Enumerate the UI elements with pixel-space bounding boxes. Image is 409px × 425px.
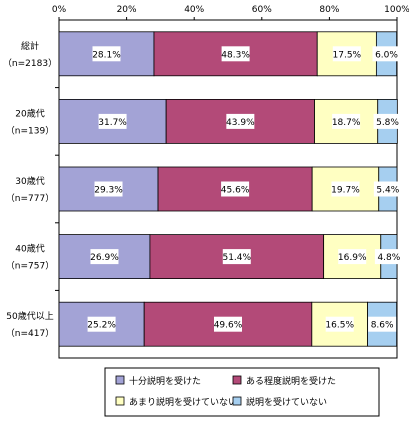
- data-label: 31.7%: [98, 118, 127, 128]
- data-label-box: [332, 46, 361, 62]
- x-tick-label: 0%: [52, 5, 67, 15]
- data-label-box: [222, 249, 251, 265]
- data-label: 4.8%: [377, 253, 400, 263]
- category-sample-size: （n=777）: [6, 193, 54, 204]
- category-sample-size: （n=417）: [6, 328, 54, 339]
- legend-label: 説明を受けていない: [246, 396, 327, 408]
- data-label: 18.7%: [332, 118, 361, 128]
- data-label: 16.9%: [338, 253, 367, 263]
- data-label: 25.2%: [87, 321, 116, 331]
- data-label-box: [221, 181, 250, 197]
- data-label-box: [92, 46, 121, 62]
- legend-label: ある程度説明を受けた: [246, 375, 336, 387]
- legend-box: [104, 367, 380, 417]
- data-label: 5.4%: [376, 186, 399, 196]
- data-label-box: [94, 181, 123, 197]
- legend-label: あまり説明を受けていない: [129, 396, 237, 408]
- x-tick-label: 20%: [117, 5, 137, 15]
- category-sample-size: （n=139）: [6, 125, 54, 136]
- data-label: 16.5%: [325, 321, 354, 331]
- data-label-box: [221, 46, 250, 62]
- data-label: 6.0%: [375, 50, 398, 60]
- data-label: 48.3%: [221, 50, 250, 60]
- data-label: 51.4%: [222, 253, 251, 263]
- category-sample-size: （n=2183）: [3, 58, 57, 69]
- data-label-box: [373, 113, 402, 129]
- data-label-box: [87, 316, 116, 332]
- data-label-box: [368, 316, 397, 332]
- x-tick-label: 60%: [252, 5, 272, 15]
- data-label-box: [332, 113, 361, 129]
- data-label: 29.3%: [94, 186, 123, 196]
- category-label: 50歳代以上: [6, 310, 53, 322]
- data-label: 17.5%: [333, 50, 362, 60]
- data-label: 19.7%: [331, 186, 360, 196]
- category-sample-size: （n=757）: [6, 261, 54, 272]
- data-label-box: [90, 249, 119, 265]
- x-tick-label: 80%: [319, 5, 339, 15]
- category-label: 総計: [21, 40, 39, 52]
- data-label-box: [338, 249, 367, 265]
- data-label-box: [372, 46, 401, 62]
- data-label: 28.1%: [92, 50, 121, 60]
- data-label: 8.6%: [371, 321, 394, 331]
- data-label-box: [373, 181, 402, 197]
- x-tick-label: 100%: [384, 5, 409, 15]
- data-label-box: [325, 316, 354, 332]
- category-label: 40歳代: [15, 243, 44, 255]
- category-label: 20歳代: [15, 107, 44, 119]
- data-label: 26.9%: [90, 253, 119, 263]
- legend-label: 十分説明を受けた: [129, 375, 201, 387]
- legend-swatch: [115, 396, 125, 406]
- legend-swatch: [232, 375, 242, 385]
- data-label-box: [331, 181, 360, 197]
- data-label-box: [98, 113, 127, 129]
- data-label-box: [226, 113, 255, 129]
- legend-swatch: [232, 396, 242, 406]
- data-label: 45.6%: [221, 186, 250, 196]
- data-label-box: [214, 316, 242, 332]
- data-label: 43.9%: [226, 118, 255, 128]
- data-label-box: [374, 249, 403, 265]
- category-label: 30歳代: [15, 175, 44, 187]
- data-label: 5.8%: [376, 118, 399, 128]
- data-label: 49.6%: [214, 321, 243, 331]
- x-tick-label: 40%: [184, 5, 204, 15]
- legend-swatch: [115, 375, 125, 385]
